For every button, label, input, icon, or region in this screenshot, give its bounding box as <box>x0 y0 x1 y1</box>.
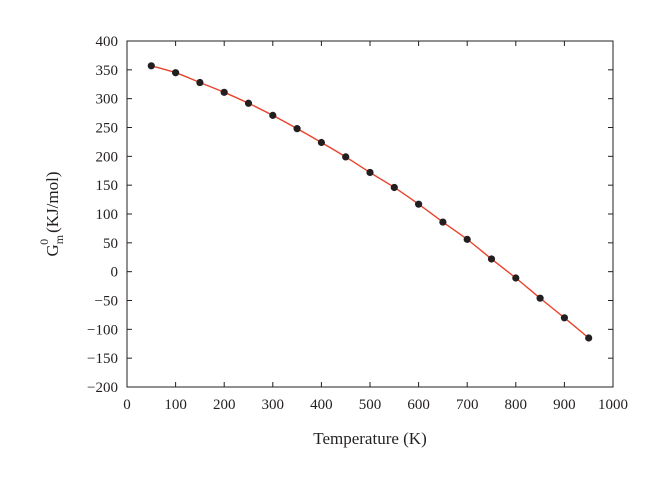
plot-frame <box>126 40 614 388</box>
data-point <box>220 88 228 96</box>
y-tick-label: 0 <box>111 265 119 281</box>
data-point <box>390 183 398 192</box>
data-point <box>560 314 569 322</box>
y-axis-title: Gm0 (KJ/mol) <box>37 171 66 256</box>
data-point <box>512 274 520 282</box>
data-point <box>439 218 447 226</box>
y-tick-label: −150 <box>87 351 118 367</box>
y-tick-label: −100 <box>87 322 118 338</box>
y-tick-label: −200 <box>87 380 118 396</box>
y-axis-subscript: m <box>52 234 66 244</box>
data-point <box>147 62 155 70</box>
y-tick-label: 300 <box>96 92 119 108</box>
axis-tick-labels: 0 100 200 300 400 500 600 700 800 900 100040035030… <box>87 34 628 413</box>
axis-ticks <box>126 40 614 388</box>
y-tick-label: 100 <box>96 207 119 223</box>
x-tick-label: 200 <box>213 397 236 413</box>
y-tick-label: −50 <box>95 294 118 310</box>
series-line <box>151 65 590 339</box>
x-tick-label: 300 <box>262 397 285 413</box>
y-axis-symbol: G <box>43 244 62 256</box>
x-tick-label: 800 <box>505 397 528 413</box>
y-axis-superscript: 0 <box>37 239 51 245</box>
x-tick-label: 400 <box>310 397 333 413</box>
y-tick-label: 250 <box>96 121 119 137</box>
data-point <box>487 255 496 263</box>
data-point <box>196 78 204 87</box>
x-tick-label: 700 <box>456 397 479 413</box>
y-tick-label: 400 <box>96 34 119 50</box>
data-point <box>366 168 374 177</box>
data-point <box>293 125 301 133</box>
data-point <box>317 138 325 147</box>
data-point <box>342 153 350 161</box>
y-tick-label: 50 <box>103 236 118 252</box>
x-axis-title: Temperature (K) <box>313 429 427 448</box>
svg-text:Gm0(KJ/mol): Gm0 (KJ/mol) <box>37 171 66 256</box>
x-tick-label: 900 <box>553 397 576 413</box>
x-tick-label: 1000 <box>598 397 628 413</box>
x-tick-label: 0 <box>123 397 131 413</box>
y-axis-unit: (KJ/mol) <box>43 171 62 232</box>
x-tick-label: 500 <box>359 397 382 413</box>
x-tick-label: 100 <box>164 397 187 413</box>
x-tick-label: 600 <box>407 397 430 413</box>
data-point <box>536 294 544 302</box>
y-tick-label: 350 <box>96 63 119 79</box>
data-point <box>172 69 180 77</box>
y-tick-label: 150 <box>96 178 119 194</box>
data-point <box>244 99 253 107</box>
data-point <box>415 200 423 208</box>
data-point <box>269 111 277 119</box>
data-markers <box>147 62 593 342</box>
data-point <box>585 334 593 342</box>
data-point <box>463 235 471 243</box>
y-tick-label: 200 <box>96 149 119 165</box>
